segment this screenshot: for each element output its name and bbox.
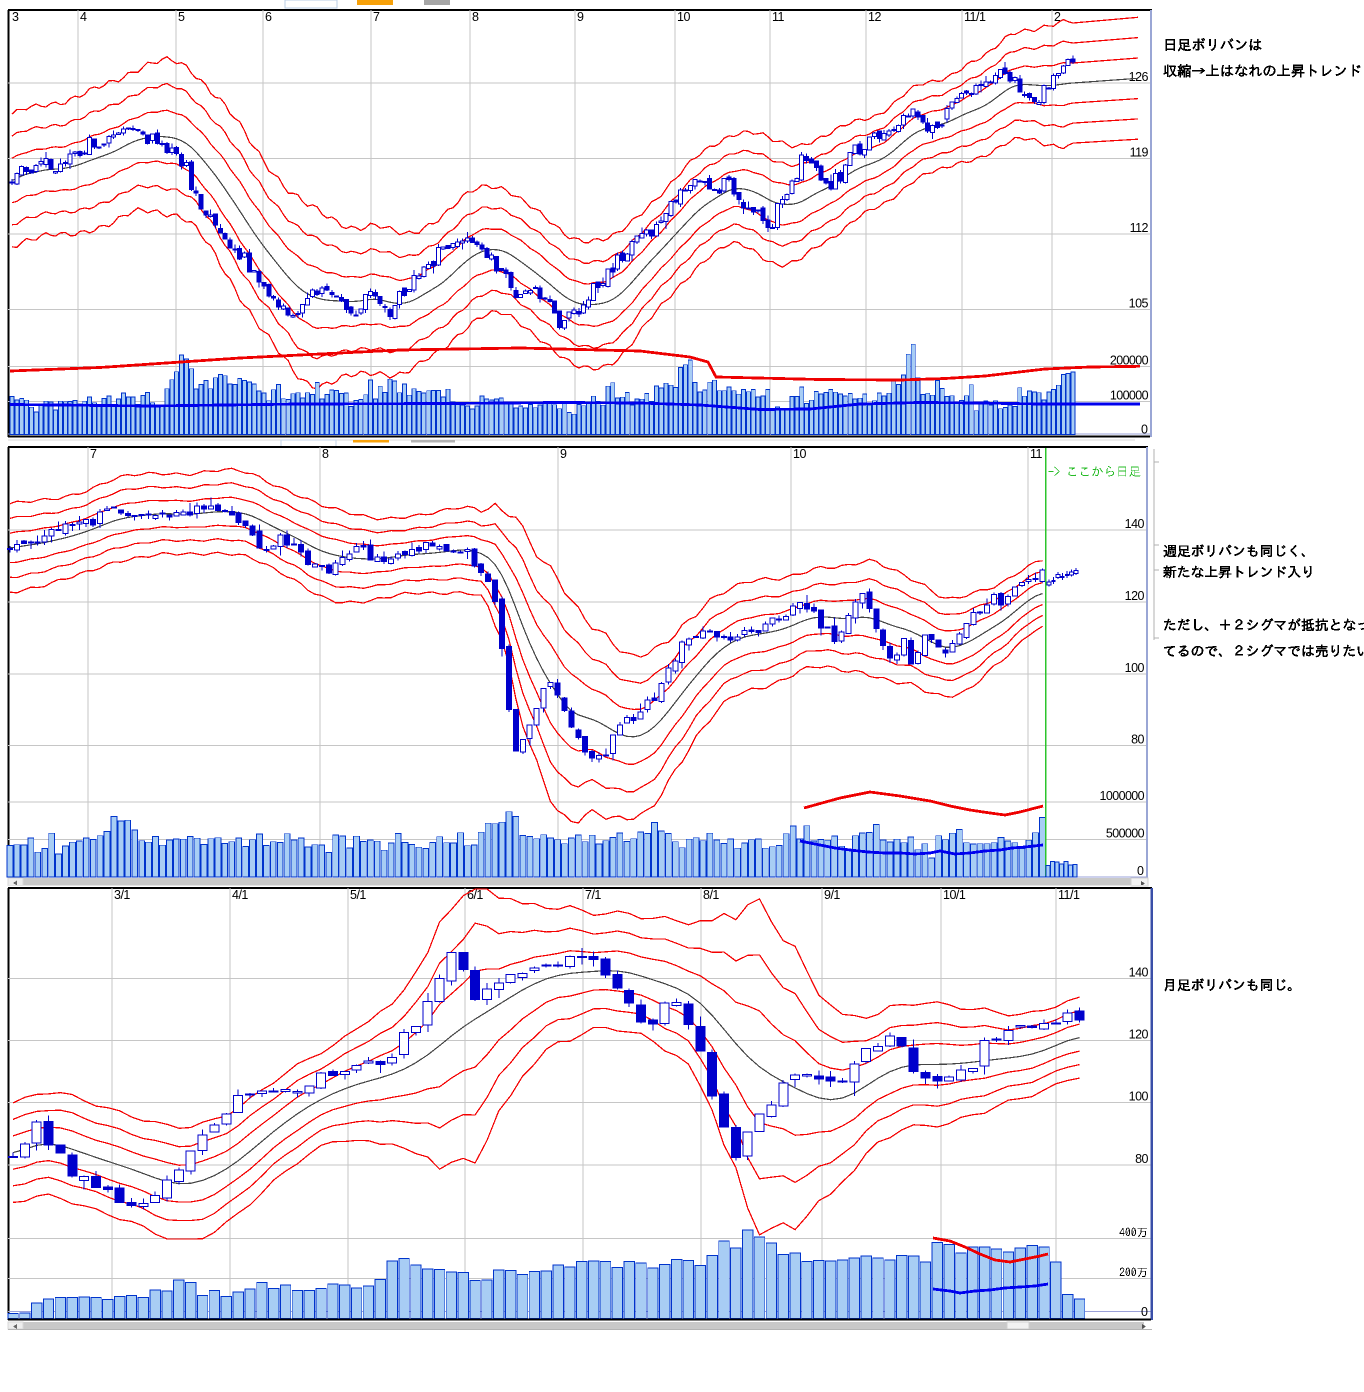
svg-text:11: 11 xyxy=(1030,447,1043,461)
svg-text:3/1: 3/1 xyxy=(114,888,130,902)
svg-text:120: 120 xyxy=(1129,1028,1149,1042)
svg-text:140: 140 xyxy=(1125,517,1145,531)
svg-text:3: 3 xyxy=(12,10,19,24)
svg-text:4/1: 4/1 xyxy=(232,888,248,902)
svg-text:140: 140 xyxy=(1129,965,1149,979)
svg-text:7: 7 xyxy=(373,10,380,24)
svg-text:0: 0 xyxy=(1137,864,1144,878)
svg-text:7: 7 xyxy=(90,447,97,461)
svg-text:7/1: 7/1 xyxy=(585,888,601,902)
svg-text:105: 105 xyxy=(1129,297,1149,311)
svg-text:0: 0 xyxy=(1141,423,1148,437)
svg-text:120: 120 xyxy=(1125,589,1145,603)
svg-text:9/1: 9/1 xyxy=(824,888,840,902)
svg-text:500000: 500000 xyxy=(1106,826,1145,840)
svg-text:80: 80 xyxy=(1131,733,1144,747)
svg-text:5: 5 xyxy=(178,10,185,24)
svg-text:1000000: 1000000 xyxy=(1100,789,1145,803)
svg-text:9: 9 xyxy=(560,447,567,461)
svg-text:11/1: 11/1 xyxy=(1058,888,1080,902)
svg-text:8/1: 8/1 xyxy=(703,888,719,902)
svg-text:80: 80 xyxy=(1135,1152,1148,1166)
svg-text:100000: 100000 xyxy=(1110,389,1149,403)
svg-text:4: 4 xyxy=(80,10,87,24)
svg-text:10/1: 10/1 xyxy=(943,888,966,902)
svg-text:9: 9 xyxy=(577,10,584,24)
svg-text:11/1: 11/1 xyxy=(964,10,986,24)
svg-text:0: 0 xyxy=(1141,1305,1148,1319)
svg-text:100: 100 xyxy=(1125,661,1145,675)
svg-text:8: 8 xyxy=(472,10,479,24)
svg-text:126: 126 xyxy=(1129,70,1149,84)
svg-text:2: 2 xyxy=(1054,10,1061,24)
svg-text:112: 112 xyxy=(1130,221,1149,235)
svg-text:12: 12 xyxy=(868,10,881,24)
svg-text:200000: 200000 xyxy=(1110,354,1149,368)
svg-text:10: 10 xyxy=(677,10,690,24)
svg-text:100: 100 xyxy=(1129,1090,1149,1104)
svg-text:5/1: 5/1 xyxy=(350,888,366,902)
svg-text:6/1: 6/1 xyxy=(467,888,483,902)
svg-text:11: 11 xyxy=(772,10,785,24)
svg-text:8: 8 xyxy=(322,447,329,461)
svg-text:119: 119 xyxy=(1130,146,1149,160)
svg-text:6: 6 xyxy=(265,10,272,24)
svg-text:10: 10 xyxy=(793,447,806,461)
